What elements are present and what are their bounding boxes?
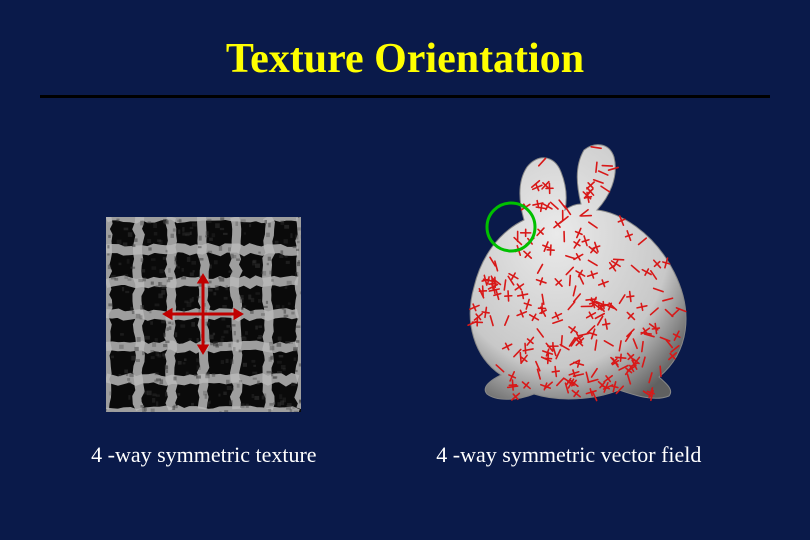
left-figure: 4 -way symmetric texture xyxy=(91,217,316,468)
grid-texture-image xyxy=(106,217,301,412)
right-figure: 4 -way symmetric vector field xyxy=(419,132,719,468)
slide-title: Texture Orientation xyxy=(0,0,810,95)
slide: Texture Orientation 4 -way symmetric tex… xyxy=(0,0,810,540)
left-caption: 4 -way symmetric texture xyxy=(91,442,316,468)
bunny-vector-field-image xyxy=(419,132,719,412)
right-caption: 4 -way symmetric vector field xyxy=(436,442,701,468)
content-row: 4 -way symmetric texture 4 -way symmetri… xyxy=(0,98,810,468)
